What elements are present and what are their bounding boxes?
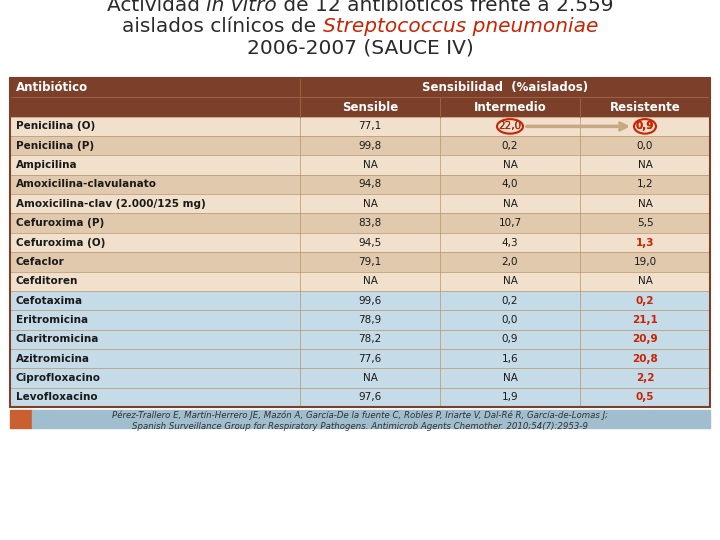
Bar — [10, 175, 710, 194]
Bar — [10, 272, 710, 291]
Text: NA: NA — [503, 160, 518, 170]
Text: Penicilina (P): Penicilina (P) — [16, 141, 94, 151]
Bar — [10, 97, 710, 117]
Text: 0,0: 0,0 — [502, 315, 518, 325]
Text: Sensibilidad  (%aislados): Sensibilidad (%aislados) — [422, 81, 588, 94]
Text: 22,0: 22,0 — [498, 122, 521, 131]
Text: 19,0: 19,0 — [634, 257, 657, 267]
Bar — [10, 368, 710, 388]
Text: Antibiótico: Antibiótico — [16, 81, 88, 94]
Text: 10,7: 10,7 — [498, 218, 521, 228]
Text: Ampicilina: Ampicilina — [16, 160, 78, 170]
Text: Azitromicina: Azitromicina — [16, 354, 90, 363]
Text: 99,8: 99,8 — [359, 141, 382, 151]
Text: NA: NA — [503, 276, 518, 286]
Text: 2006-2007 (SAUCE IV): 2006-2007 (SAUCE IV) — [247, 38, 473, 57]
Bar — [10, 291, 710, 310]
Text: 20,8: 20,8 — [632, 354, 658, 363]
Text: Penicilina (O): Penicilina (O) — [16, 122, 95, 131]
Bar — [10, 78, 710, 407]
Text: Cefuroxima (O): Cefuroxima (O) — [16, 238, 105, 247]
Text: 0,2: 0,2 — [502, 141, 518, 151]
Text: 1,6: 1,6 — [502, 354, 518, 363]
Text: 94,5: 94,5 — [359, 238, 382, 247]
Bar — [10, 329, 710, 349]
Text: 97,6: 97,6 — [359, 393, 382, 402]
Text: Ciprofloxacino: Ciprofloxacino — [16, 373, 101, 383]
Text: 99,6: 99,6 — [359, 295, 382, 306]
Bar — [10, 213, 710, 233]
Text: 78,9: 78,9 — [359, 315, 382, 325]
Text: 20,9: 20,9 — [632, 334, 658, 345]
Text: de 12 antibióticos frente a 2.559: de 12 antibióticos frente a 2.559 — [276, 0, 613, 15]
Text: 79,1: 79,1 — [359, 257, 382, 267]
Text: 0,9: 0,9 — [636, 122, 654, 131]
Text: 21,1: 21,1 — [632, 315, 658, 325]
Text: Spanish Surveillance Group for Respiratory Pathogens. Antimicrob Agents Chemothe: Spanish Surveillance Group for Respirato… — [132, 422, 588, 431]
Text: Amoxicilina-clav (2.000/125 mg): Amoxicilina-clav (2.000/125 mg) — [16, 199, 206, 209]
Text: Cefaclor: Cefaclor — [16, 257, 65, 267]
Bar — [10, 310, 710, 329]
Text: 0,5: 0,5 — [636, 393, 654, 402]
Text: 0,2: 0,2 — [636, 295, 654, 306]
Text: Cefditoren: Cefditoren — [16, 276, 78, 286]
Text: 4,3: 4,3 — [502, 238, 518, 247]
Text: NA: NA — [638, 276, 652, 286]
Text: 0,2: 0,2 — [502, 295, 518, 306]
Text: 83,8: 83,8 — [359, 218, 382, 228]
Text: 0,9: 0,9 — [502, 334, 518, 345]
Text: 0,0: 0,0 — [636, 141, 653, 151]
Text: 5,5: 5,5 — [636, 218, 653, 228]
Text: 77,1: 77,1 — [359, 122, 382, 131]
Text: NA: NA — [638, 199, 652, 209]
Text: NA: NA — [363, 276, 377, 286]
Text: Resistente: Resistente — [610, 100, 680, 113]
Text: NA: NA — [363, 199, 377, 209]
Text: 2,0: 2,0 — [502, 257, 518, 267]
Bar — [10, 78, 710, 97]
Text: 4,0: 4,0 — [502, 179, 518, 190]
Text: NA: NA — [503, 199, 518, 209]
Text: Sensible: Sensible — [342, 100, 398, 113]
Text: Pérez-Trallero E, Martín-Herrero JE, Mazón A, García-De la fuente C, Robles P, I: Pérez-Trallero E, Martín-Herrero JE, Maz… — [112, 411, 608, 421]
Text: 78,2: 78,2 — [359, 334, 382, 345]
Bar — [10, 252, 710, 272]
Text: Cefuroxima (P): Cefuroxima (P) — [16, 218, 104, 228]
Text: NA: NA — [363, 160, 377, 170]
Bar — [32, 410, 710, 428]
Bar — [10, 388, 710, 407]
Text: in vitro: in vitro — [206, 0, 276, 15]
Bar — [10, 410, 32, 428]
Text: 0,9: 0,9 — [636, 122, 654, 131]
Text: 94,8: 94,8 — [359, 179, 382, 190]
Text: 1,9: 1,9 — [502, 393, 518, 402]
Text: 2,2: 2,2 — [636, 373, 654, 383]
Text: 1,3: 1,3 — [636, 238, 654, 247]
Text: 77,6: 77,6 — [359, 354, 382, 363]
Text: NA: NA — [503, 373, 518, 383]
Text: Amoxicilina-clavulanato: Amoxicilina-clavulanato — [16, 179, 157, 190]
Text: Streptococcus pneumoniae: Streptococcus pneumoniae — [323, 17, 598, 36]
Bar — [10, 233, 710, 252]
Text: aislados clínicos de: aislados clínicos de — [122, 17, 323, 36]
Text: 22,0: 22,0 — [498, 122, 521, 131]
Bar — [10, 194, 710, 213]
Text: Actividad: Actividad — [107, 0, 206, 15]
Text: NA: NA — [363, 373, 377, 383]
Bar — [10, 349, 710, 368]
Text: Eritromicina: Eritromicina — [16, 315, 88, 325]
Text: Intermedio: Intermedio — [474, 100, 546, 113]
Bar — [10, 117, 710, 136]
Bar — [10, 156, 710, 175]
Text: Claritromicina: Claritromicina — [16, 334, 99, 345]
Text: Levofloxacino: Levofloxacino — [16, 393, 98, 402]
Text: 1,2: 1,2 — [636, 179, 653, 190]
Bar — [10, 136, 710, 156]
Text: NA: NA — [638, 160, 652, 170]
Text: Cefotaxima: Cefotaxima — [16, 295, 83, 306]
